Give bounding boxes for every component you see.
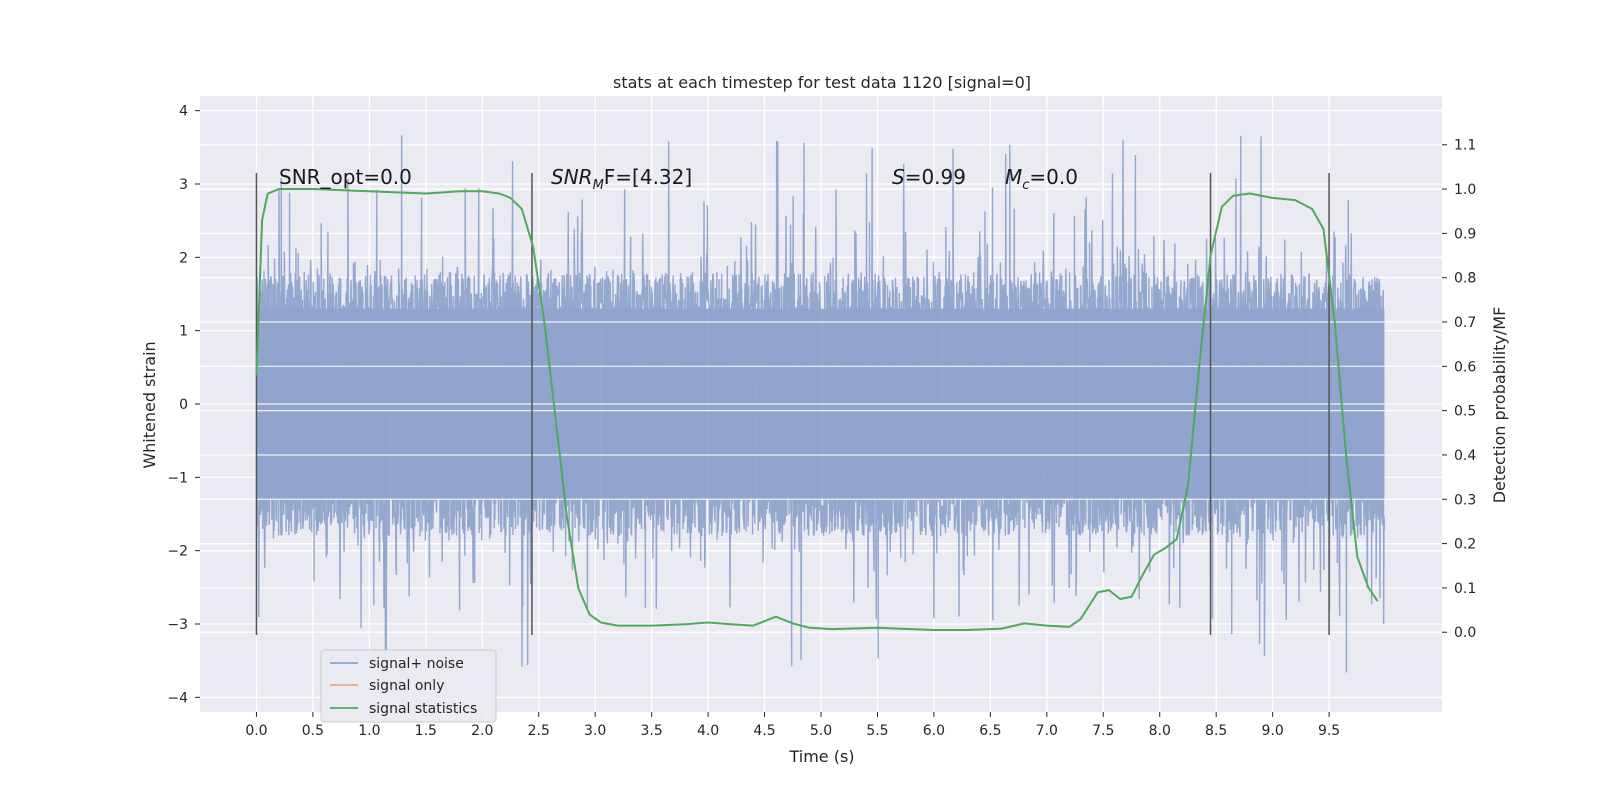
y-right-tick-label: 0.3: [1454, 492, 1476, 508]
x-tick-label: 7.0: [1036, 723, 1058, 739]
y-tick-label: −2: [167, 544, 188, 560]
x-tick-label: 8.5: [1205, 723, 1227, 739]
x-tick-label: 7.5: [1092, 723, 1114, 739]
annotation-snr-opt: SNR_opt=0.0: [279, 165, 412, 189]
s-value: =0.99: [905, 165, 966, 189]
x-tick-label: 4.5: [753, 723, 775, 739]
signal-statistics-line: [255, 188, 1379, 632]
x-tick-label: 3.5: [641, 723, 663, 739]
mc-symbol: M: [1005, 165, 1022, 189]
x-tick-label: 3.0: [584, 723, 606, 739]
vertical-markers: [255, 173, 1330, 635]
y-right-axis-label: Detection probability/MF: [1490, 307, 1509, 504]
y-tick-label: −4: [167, 690, 188, 706]
snr-mf-sub: M: [593, 178, 604, 193]
x-tick-label: 6.0: [923, 723, 945, 739]
y-tick-label: −1: [167, 470, 188, 486]
x-tick-label: 1.5: [415, 723, 437, 739]
mc-value: =0.0: [1029, 165, 1078, 189]
y-right-axis-ticks: 1.1 1.0 0.9 0.8 0.7 0.6 0.5 0.4 0.3 0.2 0.1 0.0: [1442, 138, 1476, 641]
legend: signal+ noise signal only signal statist…: [320, 649, 497, 723]
x-axis-ticks: 0.0 0.5 1.0 1.5 2.0 2.5 3.0 3.5 4.0 4.5 5.0 5.5 6.0 6…: [245, 712, 1340, 739]
x-tick-label: 2.0: [471, 723, 493, 739]
x-tick-label: 1.0: [358, 723, 380, 739]
s-symbol: S: [892, 165, 905, 189]
y-tick-label: 1: [179, 324, 188, 340]
legend-box: [320, 649, 497, 723]
legend-label-signal-noise: signal+ noise: [369, 656, 464, 672]
y-right-tick-label: 0.6: [1454, 359, 1476, 375]
annotation-snr-mf: SNRMF=[4.32]: [551, 165, 692, 193]
snr-mf-rest: F=[4.32]: [604, 165, 692, 189]
y-tick-label: 4: [179, 104, 188, 120]
y-tick-label: −3: [167, 617, 188, 633]
legend-label-signal-statistics: signal statistics: [369, 701, 477, 717]
y-axis-label: Whitened strain: [140, 341, 159, 468]
y-right-tick-label: 1.0: [1454, 182, 1476, 198]
x-tick-label: 9.0: [1262, 723, 1284, 739]
x-axis-label: Time (s): [788, 747, 854, 766]
legend-label-signal-only: signal only: [369, 678, 444, 694]
x-tick-label: 9.5: [1318, 723, 1340, 739]
y-right-tick-label: 0.0: [1454, 625, 1476, 641]
y-tick-label: 3: [179, 177, 188, 193]
x-tick-label: 5.0: [810, 723, 832, 739]
x-tick-label: 4.0: [697, 723, 719, 739]
y-tick-label: 0: [179, 397, 188, 413]
y-right-tick-label: 0.9: [1454, 226, 1476, 242]
chart-title: stats at each timestep for test data 112…: [613, 73, 1031, 92]
x-tick-label: 2.5: [528, 723, 550, 739]
y-axis-ticks: 4 3 2 1 0 −1 −2 −3 −4: [167, 104, 200, 706]
y-right-tick-label: 0.7: [1454, 315, 1476, 331]
mc-sub: c: [1022, 178, 1029, 193]
x-tick-label: 6.5: [979, 723, 1001, 739]
snr-mf-main: SNR: [551, 165, 593, 189]
x-tick-label: 0.0: [245, 723, 267, 739]
y-right-tick-label: 0.2: [1454, 537, 1476, 553]
signal-statistics-series: [255, 188, 1379, 632]
annotation-s: S=0.99: [892, 165, 966, 189]
y-right-tick-label: 1.1: [1454, 138, 1476, 154]
annotation-mc: Mc=0.0: [1005, 165, 1078, 193]
y-right-tick-label: 0.8: [1454, 271, 1476, 287]
y-right-tick-label: 0.1: [1454, 581, 1476, 597]
y-right-tick-label: 0.4: [1454, 448, 1476, 464]
x-tick-label: 8.0: [1149, 723, 1171, 739]
y-right-tick-label: 0.5: [1454, 404, 1476, 420]
x-tick-label: 0.5: [302, 723, 324, 739]
y-tick-label: 2: [179, 250, 188, 266]
x-tick-label: 5.5: [866, 723, 888, 739]
